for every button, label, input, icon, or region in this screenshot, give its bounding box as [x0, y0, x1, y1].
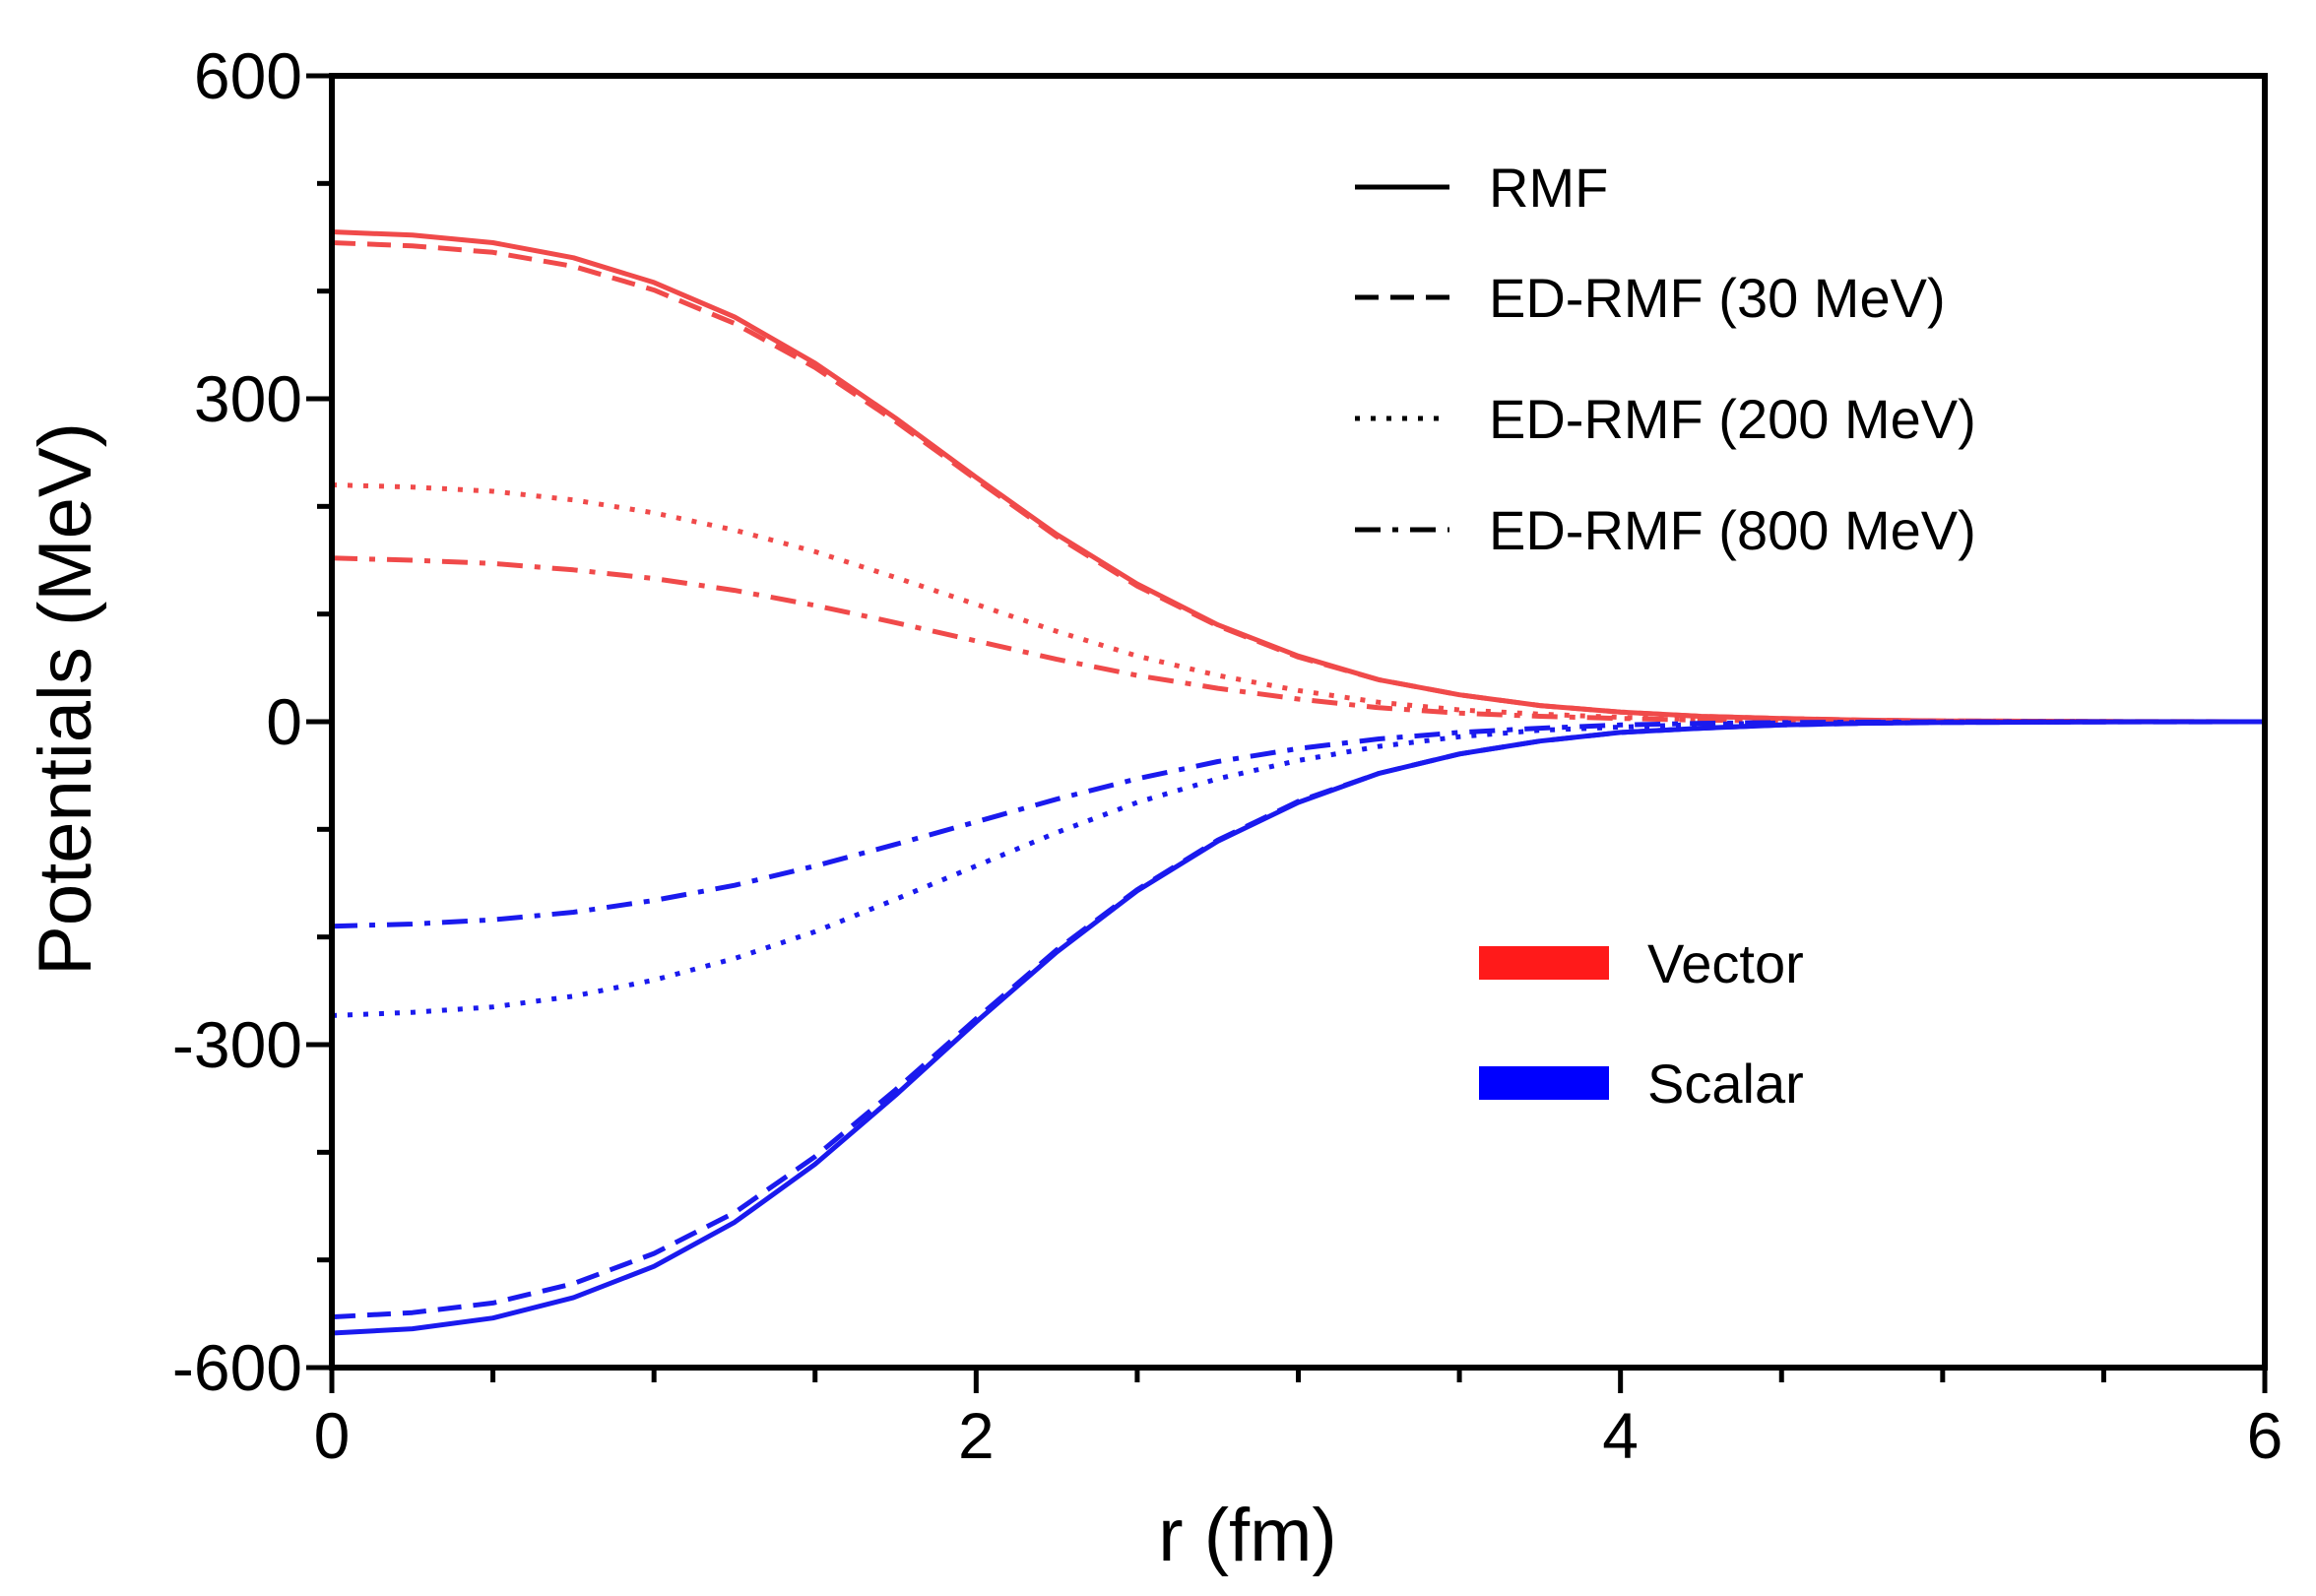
y-axis-title: Potentials (MeV) [24, 422, 107, 976]
x-tick-label: 0 [314, 1399, 351, 1472]
series-line-vector-solid [331, 229, 2266, 725]
legend-style-label: ED-RMF (800 MeV) [1489, 499, 1976, 561]
y-tick-label: -600 [172, 1331, 302, 1404]
series-line-scalar-dot [331, 719, 2265, 1018]
legend-layer: RMF ED-RMF (30 MeV) ED-RMF (200 MeV) ED-RMF… [1355, 157, 1976, 1115]
series-line-scalar-solid [331, 719, 2266, 1336]
series-line-scalar-dashdot [331, 719, 2265, 929]
legend-style-label: ED-RMF (30 MeV) [1489, 267, 1946, 329]
axes-layer: -600 -300 0 300 600 0 2 4 6 [172, 39, 2283, 1472]
series-line-scalar-dash [331, 719, 2266, 1320]
legend-color-swatch [1479, 946, 1609, 980]
x-tick-label: 6 [2247, 1399, 2284, 1472]
y-tick-label: 600 [194, 39, 302, 112]
legend-style-label: RMF [1489, 157, 1608, 219]
legend-style-label: ED-RMF (200 MeV) [1489, 388, 1976, 450]
legend-color-swatch [1479, 1066, 1609, 1100]
series-line-vector-dashdot [331, 555, 2265, 725]
legend-color-label: Vector [1647, 932, 1804, 994]
y-tick-label: 300 [194, 362, 302, 435]
x-tick-label: 4 [1602, 1399, 1639, 1472]
y-tick-label: -300 [172, 1008, 302, 1081]
series-line-vector-dash [331, 240, 2266, 725]
legend-color-label: Scalar [1647, 1053, 1804, 1115]
x-axis-title: r (fm) [1158, 1494, 1336, 1577]
series-layer [331, 229, 2266, 1336]
x-tick-label: 2 [958, 1399, 995, 1472]
y-tick-label: 0 [266, 685, 302, 758]
